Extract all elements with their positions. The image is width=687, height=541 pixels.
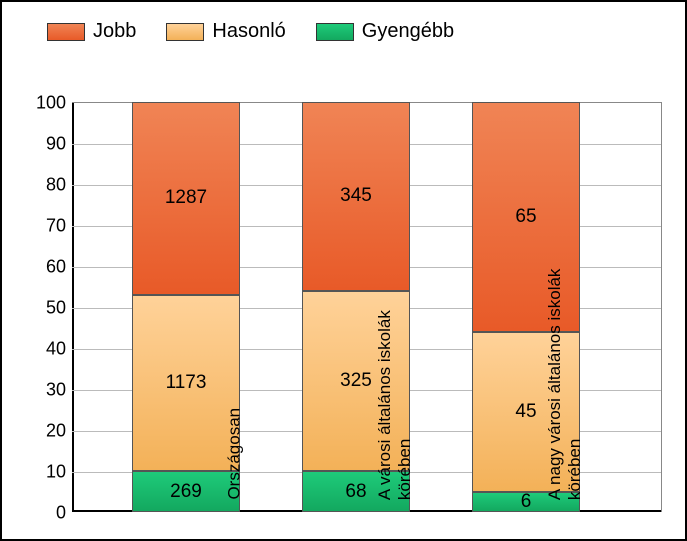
legend-label-hasonlo: Hasonló [212, 20, 285, 43]
legend-item-gyengebb: Gyengébb [316, 20, 454, 43]
category-label: Országosan [224, 408, 244, 500]
y-tick-label: 10 [30, 462, 72, 483]
y-tick-label: 40 [30, 339, 72, 360]
y-tick-label: 100 [30, 93, 72, 114]
y-tick-label: 80 [30, 175, 72, 196]
y-tick-label: 30 [30, 380, 72, 401]
segment-jobb: 1287 [132, 102, 240, 295]
category-label: A nagy városi általános iskolákkörében [545, 268, 584, 500]
plot-area: 010203040506070809010026911731287Országo… [72, 102, 662, 512]
category-label: A városi általános iskolákkörében [375, 310, 414, 500]
legend-label-jobb: Jobb [93, 20, 136, 43]
swatch-jobb [47, 23, 85, 41]
segment-jobb: 345 [302, 102, 410, 291]
y-tick-label: 20 [30, 421, 72, 442]
y-tick-label: 0 [30, 503, 72, 524]
y-tick-label: 90 [30, 134, 72, 155]
chart-frame: Jobb Hasonló Gyengébb 010203040506070809… [0, 0, 687, 541]
legend-label-gyengebb: Gyengébb [362, 20, 454, 43]
legend-item-hasonlo: Hasonló [166, 20, 285, 43]
swatch-hasonlo [166, 23, 204, 41]
legend: Jobb Hasonló Gyengébb [47, 20, 454, 43]
y-tick-label: 60 [30, 257, 72, 278]
swatch-gyengebb [316, 23, 354, 41]
legend-item-jobb: Jobb [47, 20, 136, 43]
y-tick-label: 70 [30, 216, 72, 237]
y-tick-label: 50 [30, 298, 72, 319]
